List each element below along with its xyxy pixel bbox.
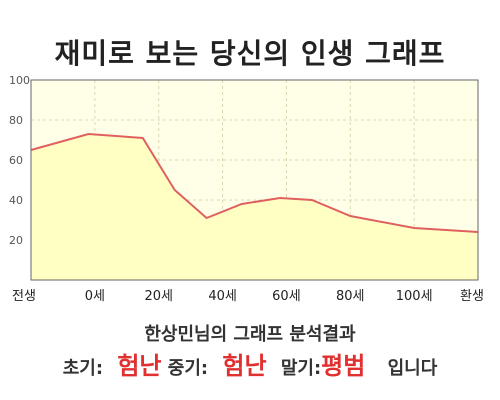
- early-value: 험난: [117, 352, 162, 380]
- series-area: [31, 134, 478, 280]
- result-line: 초기: 험난 중기: 험난 말기:평범 입니다: [0, 346, 500, 381]
- x-tick-label: 80세: [336, 289, 365, 304]
- y-tick-label: 80: [9, 114, 23, 127]
- y-tick-label: 20: [9, 234, 23, 247]
- result-title: 한상민님의 그래프 분석결과: [144, 324, 356, 345]
- x-tick-label: 0세: [85, 289, 105, 304]
- chart-title: 재미로 보는 당신의 인생 그래프: [54, 37, 446, 70]
- x-axis-ticks: 전생 0세 20세 40세 60세 80세 100세 환생: [12, 289, 484, 304]
- y-tick-label: 100: [9, 74, 30, 87]
- x-tick-label: 100세: [396, 289, 433, 304]
- early-label: 초기:: [62, 358, 104, 379]
- x-tick-label: 40세: [208, 289, 237, 304]
- x-tick-label: 20세: [144, 289, 173, 304]
- y-tick-label: 60: [9, 154, 23, 167]
- y-axis-ticks: 20 40 60 80 100: [9, 74, 30, 247]
- late-label: 말기:: [280, 358, 322, 379]
- y-tick-label: 40: [9, 194, 23, 207]
- result-suffix: 입니다: [387, 358, 438, 379]
- x-tick-label: 전생: [12, 289, 36, 304]
- plot-border: [30, 79, 479, 281]
- x-tick-label: 60세: [272, 289, 301, 304]
- series-line: [30, 132, 479, 233]
- middle-label: 중기:: [167, 358, 209, 379]
- middle-value: 험난: [222, 352, 267, 380]
- late-value: 평범: [321, 352, 366, 380]
- life-graph-chart: 20 40 60 80 100 전생 0세 20세 40세 60세 80세 100세 환생: [9, 74, 484, 304]
- x-tick-label: 환생: [460, 289, 484, 304]
